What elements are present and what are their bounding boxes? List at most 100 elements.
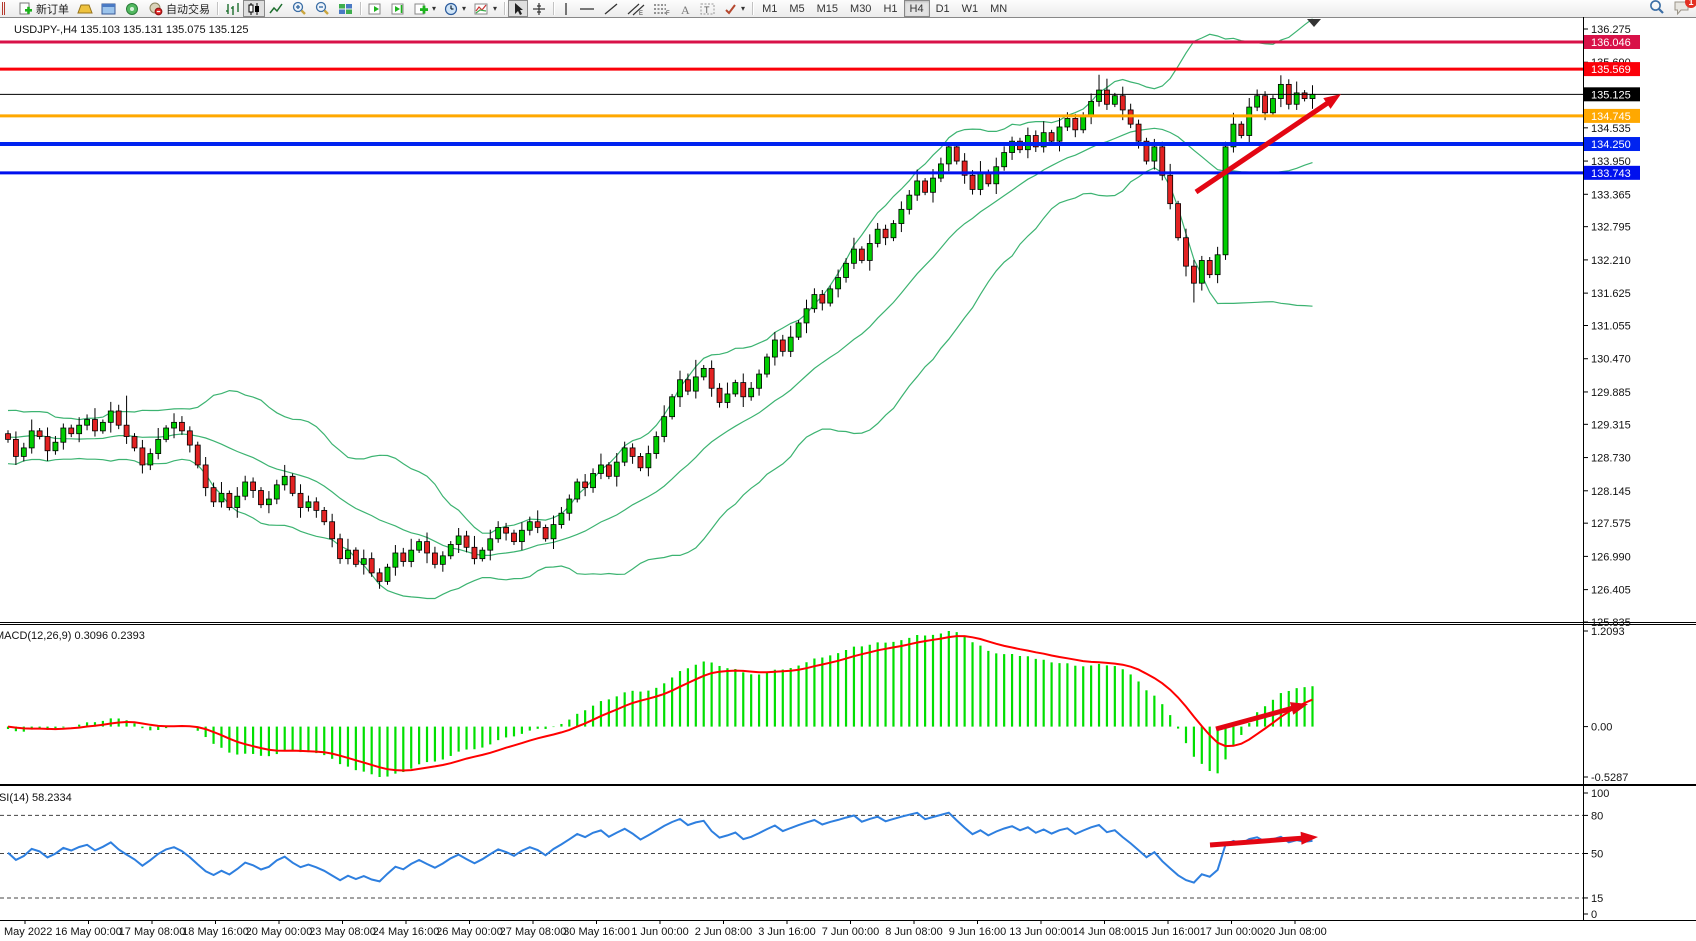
tile-windows-button[interactable] xyxy=(334,0,357,17)
bar-chart-button[interactable] xyxy=(221,0,243,17)
svg-text:24 May 16:00: 24 May 16:00 xyxy=(373,926,440,938)
zoom-out-button[interactable] xyxy=(311,0,334,17)
timeframe-button-m5[interactable]: M5 xyxy=(789,2,805,15)
horizontal-level-lines[interactable] xyxy=(0,40,1583,175)
auto-scroll-button[interactable] xyxy=(364,0,387,17)
current-price-badge: 135.125 xyxy=(1584,87,1640,102)
channel-tool[interactable]: E xyxy=(623,0,649,17)
price-badge-135.569: 135.569 xyxy=(1584,62,1640,77)
svg-text:15 Jun 16:00: 15 Jun 16:00 xyxy=(1136,926,1200,938)
ohlc-bars-icon xyxy=(225,2,239,16)
svg-text:80: 80 xyxy=(1591,810,1603,822)
tile-windows-icon xyxy=(338,2,353,16)
candlestick-chart-button[interactable] xyxy=(243,0,265,17)
svg-text:132.210: 132.210 xyxy=(1591,255,1631,267)
trend-arrow-macd[interactable] xyxy=(1215,704,1300,732)
horizontal-line-tool[interactable] xyxy=(575,0,599,17)
svg-text:100: 100 xyxy=(1591,788,1609,800)
pane-frame xyxy=(0,17,1696,921)
shift-marker-group xyxy=(1307,19,1321,27)
svg-text:-0.5287: -0.5287 xyxy=(1591,772,1628,784)
svg-text:F: F xyxy=(666,11,670,16)
fibonacci-icon: F xyxy=(653,2,671,16)
macd-label: MACD(12,26,9) 0.3096 0.2393 xyxy=(0,630,145,642)
rsi-axis: 100 80 50 15 0 xyxy=(1583,788,1609,921)
zoom-out-icon xyxy=(315,1,330,16)
svg-text:50: 50 xyxy=(1591,849,1603,861)
svg-text:May 2022: May 2022 xyxy=(4,926,52,938)
crosshair-tool-button[interactable] xyxy=(528,0,550,17)
periods-button[interactable]: ▾ xyxy=(440,0,470,17)
svg-text:15: 15 xyxy=(1591,893,1603,905)
timeframe-button-w1[interactable]: W1 xyxy=(961,2,979,15)
timeframe-button-m1[interactable]: M1 xyxy=(762,2,778,15)
new-order-button[interactable]: 新订单 xyxy=(14,0,73,17)
text-label-tool[interactable]: T xyxy=(696,0,719,17)
svg-text:13 Jun 00:00: 13 Jun 00:00 xyxy=(1009,926,1073,938)
trend-arrow-main[interactable] xyxy=(1194,97,1335,195)
main-price-pane[interactable] xyxy=(5,18,1316,600)
svg-text:0: 0 xyxy=(1591,909,1597,921)
search-icon[interactable] xyxy=(1649,0,1665,18)
new-order-icon xyxy=(18,2,33,16)
svg-text:133.950: 133.950 xyxy=(1591,156,1631,168)
svg-text:131.625: 131.625 xyxy=(1591,288,1631,300)
chart-area[interactable]: 136.275135.690135.105134.535133.950133.3… xyxy=(0,17,1696,941)
toolbar-separator xyxy=(504,2,506,15)
templates-button[interactable]: ▾ xyxy=(470,0,501,17)
chart-shift-icon xyxy=(391,2,406,16)
timeframe-button-h1[interactable]: H1 xyxy=(883,2,898,15)
symbol-ohlc-label: USDJPY-,H4 135.103 135.131 135.075 135.1… xyxy=(14,24,248,36)
notifications-button[interactable]: 1 xyxy=(1673,0,1696,18)
text-tool[interactable]: A xyxy=(675,0,696,17)
price-badge-136.046: 136.046 xyxy=(1584,35,1640,50)
rsi-line xyxy=(7,811,1313,884)
dropdown-caret: ▾ xyxy=(493,4,498,13)
crosshair-icon xyxy=(532,2,546,16)
fibonacci-tool[interactable]: F xyxy=(649,0,675,17)
cursor-tool-button[interactable] xyxy=(508,0,529,17)
svg-text:T: T xyxy=(704,5,710,15)
dropdown-caret: ▾ xyxy=(462,4,467,13)
profile-window-icon xyxy=(101,2,117,16)
trendline-icon xyxy=(603,2,619,16)
macd-axis: 1.2093 0.00 -0.5287 xyxy=(1583,626,1628,784)
chart-shift-marker[interactable] xyxy=(1307,19,1321,27)
vertical-line-tool[interactable] xyxy=(557,0,575,17)
svg-text:136.046: 136.046 xyxy=(1591,37,1631,49)
svg-text:E: E xyxy=(639,11,643,16)
svg-text:125.835: 125.835 xyxy=(1591,617,1631,629)
svg-text:133.365: 133.365 xyxy=(1591,189,1631,201)
horizontal-line-icon xyxy=(579,2,595,16)
trendline-tool[interactable] xyxy=(599,0,623,17)
rsi-pane[interactable] xyxy=(0,811,1583,899)
add-indicator-button[interactable]: ▾ xyxy=(410,0,440,17)
toolbar-grip[interactable] xyxy=(2,2,12,15)
trend-arrows[interactable] xyxy=(1194,94,1341,848)
svg-text:129.885: 129.885 xyxy=(1591,387,1631,399)
svg-text:128.145: 128.145 xyxy=(1591,486,1631,498)
svg-text:127.575: 127.575 xyxy=(1591,518,1631,530)
timeframe-button-m15[interactable]: M15 xyxy=(816,2,839,15)
auto-trading-button[interactable]: 自动交易 xyxy=(144,0,214,17)
zoom-in-button[interactable] xyxy=(288,0,311,17)
svg-text:126.405: 126.405 xyxy=(1591,585,1631,597)
line-chart-button[interactable] xyxy=(265,0,288,17)
timeframe-button-m30[interactable]: M30 xyxy=(850,2,872,15)
signals-button[interactable] xyxy=(121,0,144,17)
chart-profile-button[interactable] xyxy=(97,0,121,17)
price-axis: 136.275135.690135.105134.535133.950133.3… xyxy=(1583,24,1640,629)
svg-text:128.730: 128.730 xyxy=(1591,453,1631,465)
timeframe-button-d1[interactable]: D1 xyxy=(935,2,950,15)
svg-text:23 May 08:00: 23 May 08:00 xyxy=(309,926,376,938)
arrows-tool-button[interactable]: ▾ xyxy=(719,0,749,17)
macd-pane[interactable] xyxy=(6,631,1314,777)
trend-arrow-rsi[interactable] xyxy=(1209,835,1309,848)
svg-text:130.470: 130.470 xyxy=(1591,354,1631,366)
chart-shift-button[interactable] xyxy=(387,0,410,17)
svg-text:1 Jun 00:00: 1 Jun 00:00 xyxy=(631,926,689,938)
market-watch-button[interactable] xyxy=(73,0,97,17)
timeframe-button-mn[interactable]: MN xyxy=(990,2,1008,15)
timeframe-button-h4[interactable]: H4 xyxy=(903,0,930,17)
